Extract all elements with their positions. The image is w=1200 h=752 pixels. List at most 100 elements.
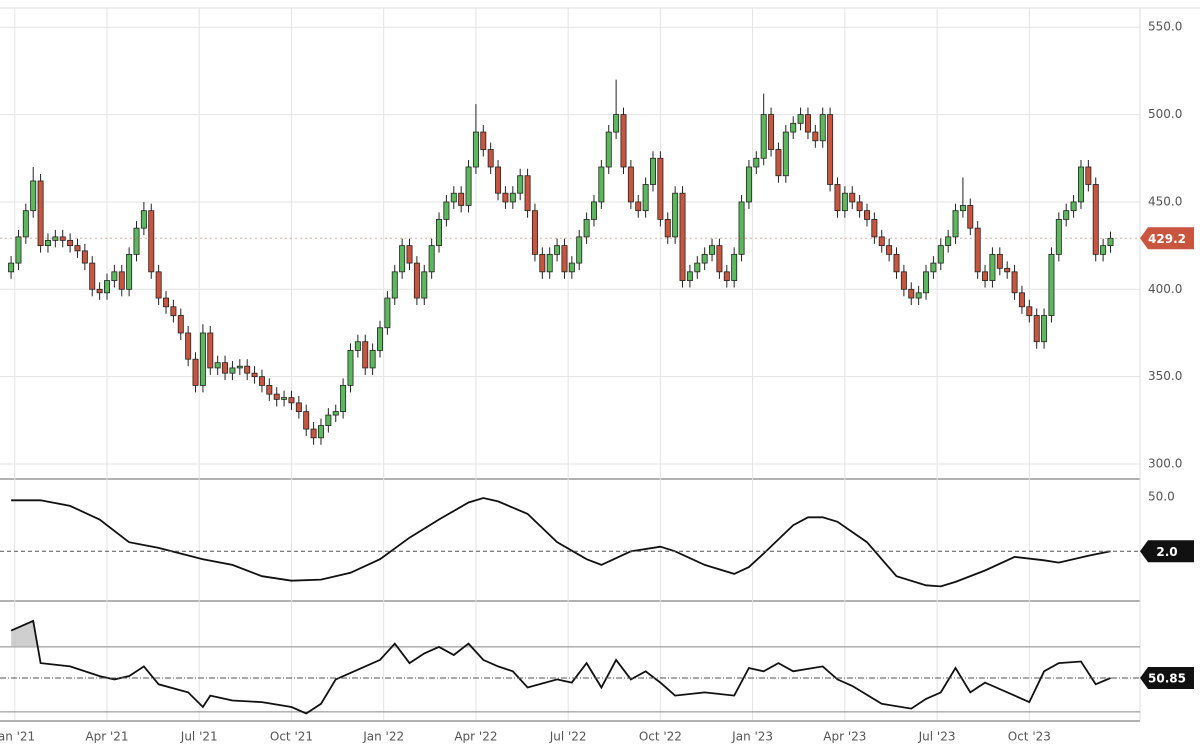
y-tick-label: 50.0 <box>1148 489 1175 503</box>
candle-body <box>369 350 376 369</box>
x-tick-label: Jan '23 <box>731 730 773 744</box>
candle-body <box>413 262 420 299</box>
candle-body <box>428 245 435 273</box>
candle-body <box>524 175 531 212</box>
candle-body <box>694 262 701 273</box>
candle-body <box>450 192 457 203</box>
candle-body <box>310 428 317 439</box>
candle-body <box>554 245 561 255</box>
candle-body <box>790 122 797 133</box>
candle-body <box>170 306 177 316</box>
candle-body <box>377 327 383 351</box>
candle-body <box>472 131 479 168</box>
candle-body <box>650 157 656 185</box>
candle-body <box>74 245 81 252</box>
x-tick-label: Apr '22 <box>454 730 497 744</box>
candle-body <box>753 157 760 168</box>
candle-body <box>163 297 170 308</box>
candle-body <box>266 384 273 395</box>
candle-body <box>635 201 642 212</box>
candle-body <box>731 253 738 281</box>
candle-body <box>295 402 302 413</box>
candle-body <box>495 166 502 194</box>
candle-body <box>465 166 472 206</box>
candle-body <box>945 236 952 247</box>
x-tick-label: Jul '22 <box>549 730 587 744</box>
candle-body <box>531 210 538 255</box>
candle-body <box>1055 219 1062 255</box>
candle-body <box>480 131 487 150</box>
candle-body <box>281 397 288 400</box>
candle-body <box>89 262 96 290</box>
candle-body <box>1018 292 1025 308</box>
candle-body <box>1107 237 1114 247</box>
candle-body <box>1100 245 1107 255</box>
candle-body <box>177 315 184 334</box>
candle-body <box>967 205 974 229</box>
candle-body <box>325 414 332 426</box>
candle-body <box>856 201 863 212</box>
candle-body <box>236 365 243 369</box>
candle-body <box>1085 166 1092 185</box>
candle-body <box>605 131 612 168</box>
candle-body <box>982 271 989 281</box>
candle-body <box>797 114 804 124</box>
candle-body <box>1033 315 1040 343</box>
candle-body <box>133 227 140 255</box>
candle-body <box>8 262 15 273</box>
candle-body <box>923 271 930 294</box>
x-tick-label: Apr '23 <box>823 730 866 744</box>
x-tick-label: Oct '22 <box>639 730 682 744</box>
candle-body <box>288 397 295 404</box>
candle-body <box>627 166 634 203</box>
candle-body <box>679 192 686 281</box>
candle-body <box>642 184 649 212</box>
candle-body <box>723 271 730 281</box>
candle-body <box>1026 306 1033 316</box>
candle-body <box>760 114 767 159</box>
candle-body <box>908 288 915 299</box>
candle-body <box>406 245 413 264</box>
candle-body <box>340 384 347 413</box>
candle-body <box>620 114 627 168</box>
candle-body <box>672 192 679 238</box>
candle-body <box>952 210 959 238</box>
candle-body <box>900 271 907 290</box>
candle-body <box>664 219 671 238</box>
x-tick-label: Apr '21 <box>85 730 128 744</box>
candle-body <box>244 365 251 374</box>
candle-body <box>192 358 199 386</box>
candle-body <box>502 192 509 203</box>
candle-body <box>222 362 229 374</box>
candle-body <box>598 166 605 203</box>
candle-body <box>22 210 29 238</box>
x-tick-label: Jan '21 <box>0 730 35 744</box>
candle-body <box>362 341 369 369</box>
candle-body <box>989 253 996 281</box>
candle-body <box>214 362 221 369</box>
candle-body <box>332 411 339 416</box>
candle-body <box>421 271 428 299</box>
candle-body <box>229 367 236 374</box>
candle-body <box>1004 267 1011 273</box>
y-tick-label: 450.0 <box>1148 194 1182 208</box>
candle-body <box>44 239 51 247</box>
candle-body <box>1041 315 1048 343</box>
candle-body <box>834 184 841 212</box>
candle-body <box>686 271 693 281</box>
candle-body <box>996 253 1003 269</box>
candle-body <box>273 393 280 400</box>
candle-body <box>812 131 819 142</box>
candle-body <box>81 250 88 264</box>
candle-body <box>458 192 465 206</box>
x-tick-label: Jul '21 <box>180 730 218 744</box>
candle-body <box>590 201 597 220</box>
candle-body <box>303 411 310 430</box>
candle-body <box>517 175 524 194</box>
candle-body <box>207 332 214 369</box>
candle-body <box>148 210 155 273</box>
candle-body <box>827 114 834 185</box>
candle-body <box>568 262 575 273</box>
candle-body <box>937 245 944 264</box>
